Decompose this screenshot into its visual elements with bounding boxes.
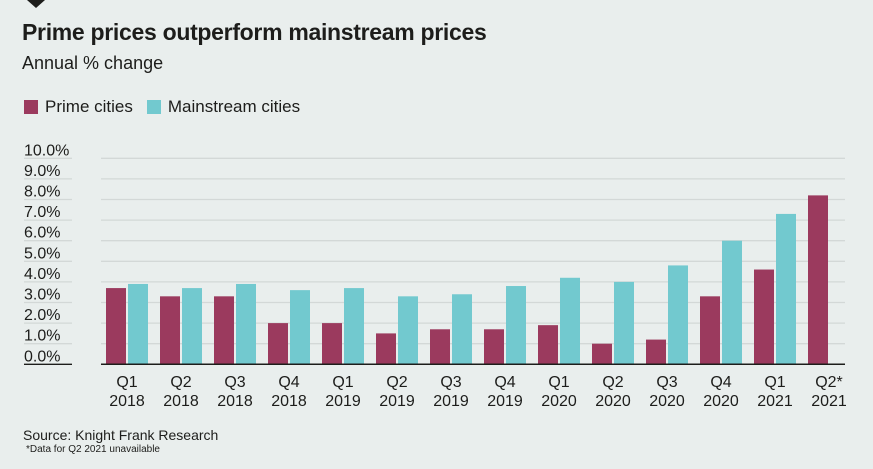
bar-prime (484, 329, 504, 365)
legend-swatch-mainstream (146, 100, 161, 114)
x-tick-year: 2018 (217, 393, 253, 410)
bar-prime (700, 296, 720, 365)
y-tick-label: 9.0% (24, 163, 60, 180)
x-tick-year: 2020 (649, 393, 685, 410)
x-tick-quarter: Q4 (278, 374, 299, 391)
bar-prime (322, 323, 342, 365)
x-tick-year: 2020 (703, 393, 739, 410)
x-tick-year: 2018 (163, 393, 199, 410)
legend-item-mainstream: Mainstream cities (146, 97, 301, 117)
bar-prime (808, 195, 828, 365)
x-tick-quarter: Q3 (656, 374, 677, 391)
bar-mainstream (722, 240, 742, 365)
y-tick-label: 5.0% (24, 245, 60, 262)
x-tick-year: 2021 (811, 393, 847, 410)
x-tick-quarter: Q4 (710, 374, 731, 391)
bar-prime (214, 296, 234, 365)
x-tick-quarter: Q2 (170, 374, 191, 391)
bar-prime (268, 323, 288, 365)
x-tick-quarter: Q4 (494, 374, 515, 391)
y-tick-label: 3.0% (24, 287, 60, 304)
y-tick-label: 1.0% (24, 328, 60, 345)
y-tick-label: 0.0% (24, 348, 60, 365)
x-tick-year: 2019 (487, 393, 523, 410)
y-tick-label: 4.0% (24, 266, 60, 283)
bar-mainstream (236, 283, 256, 365)
x-tick-quarter: Q3 (440, 374, 461, 391)
x-tick-quarter: Q2 (386, 374, 407, 391)
legend-swatch-prime (24, 100, 38, 114)
source-note: Source: Knight Frank Research (23, 427, 219, 443)
y-tick-label: 2.0% (24, 307, 60, 324)
footnote: *Data for Q2 2021 unavailable (26, 444, 160, 455)
x-tick-quarter: Q1 (332, 374, 353, 391)
legend-item-prime: Prime cities (24, 97, 133, 117)
x-tick-quarter: Q3 (224, 374, 245, 391)
x-tick-year: 2018 (271, 393, 307, 410)
x-tick-year: 2021 (757, 393, 793, 410)
bar-mainstream (182, 288, 202, 365)
x-tick-year: 2020 (595, 393, 631, 410)
bar-prime (106, 288, 126, 365)
y-tick-label: 7.0% (24, 204, 60, 221)
bar-mainstream (398, 296, 418, 365)
chart-title: Prime prices outperform mainstream price… (22, 19, 487, 45)
legend-label-mainstream: Mainstream cities (167, 97, 301, 116)
bar-mainstream (776, 213, 796, 365)
x-tick-year: 2019 (379, 393, 415, 410)
x-tick-year: 2018 (109, 393, 145, 410)
x-tick-quarter: Q2* (815, 374, 843, 391)
legend: Prime cities Mainstream cities (24, 97, 314, 117)
x-tick-year: 2020 (541, 393, 577, 410)
bar-prime (646, 339, 666, 365)
bar-mainstream (614, 281, 634, 365)
bar-prime (538, 325, 558, 365)
diamond-marker-icon (27, 0, 45, 8)
y-tick-label: 6.0% (24, 225, 60, 242)
bars (106, 195, 828, 365)
bar-mainstream (452, 294, 472, 365)
chart-subtitle: Annual % change (22, 53, 164, 73)
bar-mainstream (506, 286, 526, 365)
y-axis-ticks: 0.0% 1.0% 2.0% 3.0% 4.0% 5.0% 6.0% 7.0% 8.0% 9.0%… (24, 142, 69, 365)
x-tick-quarter: Q1 (764, 374, 785, 391)
y-tick-label: 10.0% (24, 142, 69, 159)
bar-prime (754, 269, 774, 365)
x-axis-ticks: Q1 2018 Q2 2018 Q3 2018 Q4 2018 Q1 2019 Q2 2019 Q3 20… (109, 374, 847, 410)
bar-prime (376, 333, 396, 365)
bar-mainstream (344, 288, 364, 365)
bar-mainstream (560, 277, 580, 365)
bar-prime (592, 343, 612, 365)
bar-mainstream (290, 290, 310, 365)
x-tick-quarter: Q1 (548, 374, 569, 391)
legend-label-prime: Prime cities (45, 97, 133, 116)
x-tick-year: 2019 (325, 393, 361, 410)
y-tick-label: 8.0% (24, 184, 60, 201)
x-tick-quarter: Q2 (602, 374, 623, 391)
bar-prime (160, 296, 180, 365)
bar-mainstream (668, 265, 688, 365)
x-tick-year: 2019 (433, 393, 469, 410)
bar-mainstream (128, 283, 148, 365)
bar-prime (430, 329, 450, 365)
x-tick-quarter: Q1 (116, 374, 137, 391)
